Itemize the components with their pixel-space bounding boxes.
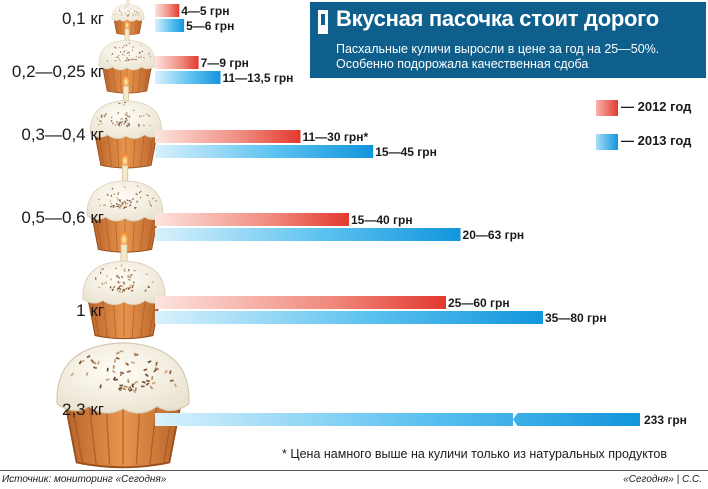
value-label-2012-4: 25—60 грн [448,296,510,310]
bar-2013-3 [155,228,461,241]
subtitle-line-1: Пасхальные куличи выросли в цене за год … [336,42,660,56]
value-label-2013-4: 35—80 грн [545,311,607,325]
value-label-2012-0: 4—5 грн [181,4,229,18]
value-label-2013-2: 15—45 грн [375,145,437,159]
category-label-0: 0,1 кг [62,9,104,28]
cake-illustration-4 [82,231,166,340]
value-label-2013-3: 20—63 грн [463,228,525,242]
category-label-2: 0,3—0,4 кг [21,125,104,144]
legend-2013: — 2013 год [596,133,691,150]
value-label-2013-5: 233 грн [644,413,687,427]
bar-2012-4 [155,296,446,309]
legend-2013-label: — 2013 год [621,133,692,148]
legend-2012-label: — 2012 год [621,99,692,114]
category-label-5: 2,3 кг [62,400,104,419]
bar-2012-0 [155,4,180,17]
bar-2013-5 [155,413,640,426]
bar-2013-2 [155,145,374,158]
value-label-2013-1: 11—13,5 грн [222,71,293,85]
category-label-3: 0,5—0,6 кг [21,208,104,227]
value-label-2012-3: 15—40 грн [351,213,413,227]
category-label-1: 0,2—0,25 кг [12,62,104,81]
bar-2012-2 [155,130,301,143]
legend-2012: — 2012 год [596,99,691,116]
cake-illustration-2 [90,74,162,169]
source-note: Источник: мониторинг «Сегодня» [2,474,167,485]
value-label-2012-1: 7—9 грн [201,56,249,70]
chart-title: Вкусная пасочка стоит дорого [336,6,659,31]
value-label-2013-0: 5—6 грн [186,19,234,33]
credit-note: «Сегодня» | С.С. [623,474,702,485]
axis-break-mark [513,411,519,428]
title-marker-icon [318,10,328,34]
header-banner: Вкусная пасочка стоит дорого Пасхальные … [310,2,706,78]
bar-2012-1 [155,56,199,69]
footer-divider [0,470,708,471]
bar-2012-3 [155,213,349,226]
value-label-2012-2: 11—30 грн* [303,130,369,144]
bar-2013-0 [155,19,185,32]
bar-2013-4 [155,311,543,324]
subtitle-line-2: Особенно подорожала качественная сдоба [336,57,589,71]
footnote: * Цена намного выше на куличи только из … [282,447,668,461]
legend-2013-swatch [596,133,618,150]
cake-illustration-5 [56,342,190,469]
chart-subtitle: Пасхальные куличи выросли в цене за год … [336,42,659,72]
bar-2013-1 [155,71,221,84]
legend-2012-swatch [596,99,618,116]
cake-illustration-0 [111,0,145,36]
category-label-4: 1 кг [76,301,104,320]
